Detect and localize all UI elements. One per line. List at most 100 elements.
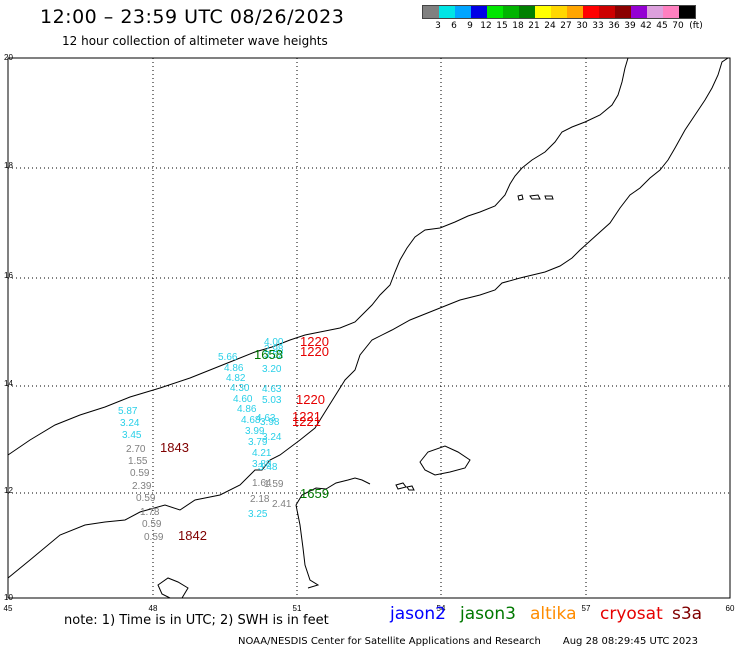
time-label: 1843 — [160, 440, 189, 455]
legend-label: 42 — [640, 21, 652, 31]
legend-swatch — [455, 6, 471, 18]
gulf-inner — [295, 504, 320, 589]
legend-label: 36 — [608, 21, 620, 31]
sat-altika: altika — [530, 604, 577, 624]
islet-3 — [517, 194, 524, 201]
legend-swatch — [439, 6, 455, 18]
time-label: 1221 — [292, 409, 321, 424]
sat-s3a: s3a — [672, 604, 703, 624]
swh-value: 1.59 — [264, 479, 284, 490]
footer-timestamp: Aug 28 08:29:45 UTC 2023 — [562, 636, 699, 647]
x-tick-label: 57 — [582, 604, 591, 613]
legend-swatch — [663, 6, 679, 18]
y-tick-label: 10 — [4, 593, 13, 602]
page-title: 12:00 – 23:59 UTC 08/26/2023 — [40, 6, 345, 28]
swh-value: 4.63 — [262, 384, 282, 395]
legend-label: 15 — [496, 21, 508, 31]
swh-value: 4.30 — [230, 383, 250, 394]
legend-swatch — [679, 6, 695, 18]
swh-value: 3.25 — [248, 509, 268, 520]
swh-value: 0.59 — [136, 493, 156, 504]
legend-unit: (ft) — [689, 21, 703, 31]
legend-label: 21 — [528, 21, 540, 31]
x-tick-label: 45 — [4, 604, 13, 613]
coast-north — [7, 57, 729, 579]
sat-jason2: jason2 — [390, 604, 446, 624]
swh-value: 0.59 — [142, 519, 162, 530]
x-tick-label: 60 — [726, 604, 735, 613]
legend-swatch — [583, 6, 599, 18]
swh-value: 2.41 — [272, 499, 292, 510]
y-tick-label: 12 — [4, 486, 13, 495]
islet-1 — [395, 482, 407, 490]
map-frame — [7, 57, 731, 599]
legend-swatch — [551, 6, 567, 18]
legend-swatch — [535, 6, 551, 18]
x-tick-label: 48 — [149, 604, 158, 613]
axis-labels: 45 48 51 54 57 60 20 18 16 14 12 10 — [4, 53, 735, 613]
coastline — [7, 57, 729, 599]
legend-labels: 3 6 9 12 15 18 21 24 27 30 33 36 39 42 45 70 (ft) — [422, 19, 703, 33]
swh-value: 0.59 — [130, 468, 150, 479]
legend-swatch — [631, 6, 647, 18]
swh-value: 4.86 — [224, 363, 244, 374]
note-text: note: 1) Time is in UTC; 2) SWH is in fe… — [64, 613, 329, 628]
x-tick-label: 51 — [293, 604, 302, 613]
islet-5 — [544, 195, 554, 200]
legend-label: 24 — [544, 21, 556, 31]
swh-value: 3.48 — [258, 462, 278, 473]
legend-swatch — [615, 6, 631, 18]
swh-value: 4.21 — [252, 448, 272, 459]
legend-label: 18 — [512, 21, 524, 31]
swh-value: 4.63 — [256, 413, 276, 424]
legend-swatch — [519, 6, 535, 18]
page-subtitle: 12 hour collection of altimeter wave hei… — [62, 34, 328, 48]
time-label: 1220 — [300, 334, 329, 349]
swh-value: 2.18 — [250, 494, 270, 505]
time-label: 1659 — [300, 486, 329, 501]
swh-value: 4.82 — [226, 373, 246, 384]
y-tick-label: 18 — [4, 161, 13, 170]
swh-value: 3.52 — [264, 350, 284, 361]
legend-label: 33 — [592, 21, 604, 31]
sketch-islands — [157, 577, 189, 599]
time-label: 1658 — [254, 347, 283, 362]
legend-swatch — [567, 6, 583, 18]
island — [419, 445, 471, 476]
swh-value: 5.03 — [262, 395, 282, 406]
legend-swatch — [423, 6, 439, 18]
sat-jason3: jason3 — [460, 604, 516, 624]
legend-swatch — [471, 6, 487, 18]
swh-value: 3.99 — [245, 426, 265, 437]
legend-label: 39 — [624, 21, 636, 31]
swh-value: 5.87 — [118, 406, 138, 417]
swh-value: 3.98 — [260, 417, 280, 428]
legend-swatch — [599, 6, 615, 18]
gulf-coast — [295, 477, 371, 506]
time-label: 1220 — [300, 344, 329, 359]
islet-4 — [529, 194, 541, 200]
swh-value: 3.24 — [262, 432, 282, 443]
swh-value: 3.79 — [248, 437, 268, 448]
y-tick-label: 14 — [4, 379, 13, 388]
time-label: 1221 — [292, 414, 321, 429]
swh-value: 4.60 — [233, 394, 253, 405]
legend-label: 3 — [435, 21, 441, 31]
y-tick-label: 16 — [4, 271, 13, 280]
legend-label: 30 — [576, 21, 588, 31]
legend-label: 9 — [467, 21, 473, 31]
time-label: 1220 — [296, 392, 325, 407]
legend-label: 70 — [672, 21, 684, 31]
swh-value: 3.88 — [252, 459, 272, 470]
legend-swatch — [487, 6, 503, 18]
coast-south — [7, 57, 629, 456]
legend-swatch — [647, 6, 663, 18]
y-tick-label: 20 — [4, 53, 13, 62]
legend-label: 27 — [560, 21, 572, 31]
swh-value: 2.70 — [126, 444, 146, 455]
footer: NOAA/NESDIS Center for Satellite Applica… — [238, 636, 698, 647]
legend-label: 45 — [656, 21, 668, 31]
legend-label: 12 — [480, 21, 492, 31]
islet-2 — [406, 485, 415, 491]
